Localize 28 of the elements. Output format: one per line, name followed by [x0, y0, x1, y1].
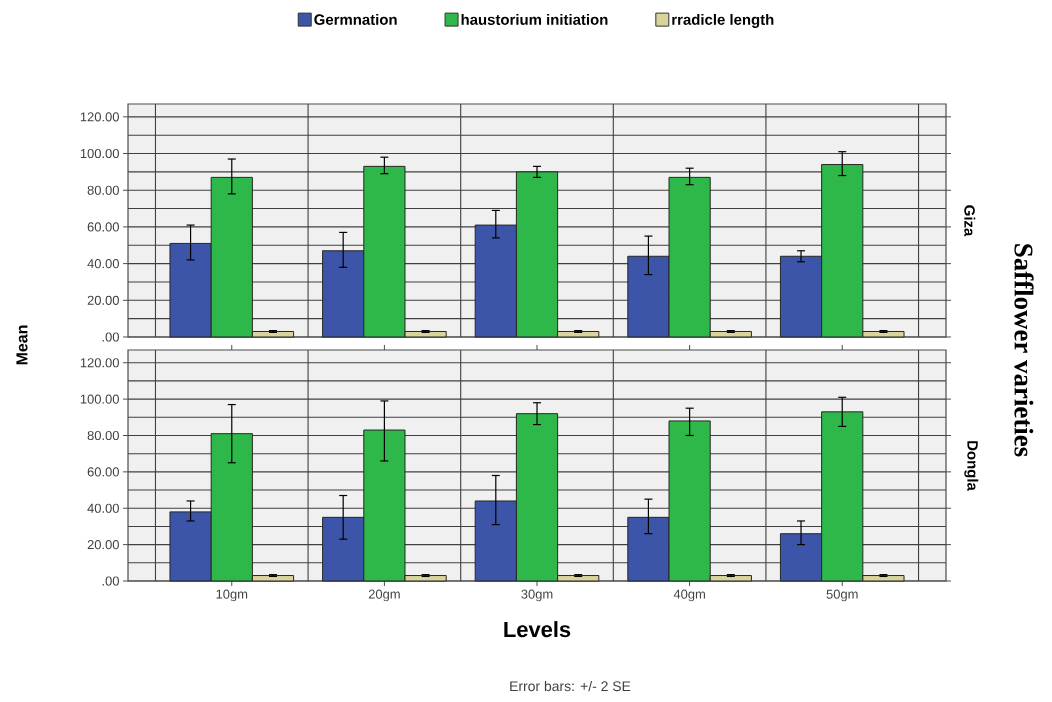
x-tick-label: 10gm [216, 589, 248, 602]
text: Error bars: +/- 2 SE [510, 680, 631, 692]
x-tick-label: 20gm [368, 589, 400, 602]
y-tick-label: 100.00 [80, 148, 119, 159]
legend-label: rradicle length [672, 13, 774, 28]
y-tick-label: 120.00 [80, 112, 119, 122]
y-tick-label: 80.00 [87, 430, 119, 441]
text: Safflower varieties [1014, 244, 1034, 457]
y-tick-label: 40.00 [87, 259, 119, 269]
y-tick-label: 100.00 [80, 394, 119, 404]
y-tick-label: 60.00 [87, 467, 119, 477]
legend-label: Germnation [314, 13, 397, 25]
y-tick-label: 40.00 [87, 503, 119, 513]
x-tick-label: 40gm [673, 589, 705, 602]
y-tick-label: 20.00 [87, 295, 119, 305]
y-tick-label: .00 [102, 576, 119, 586]
y2-axis-title: Giza [964, 205, 976, 237]
y-axis-title: Mean [16, 325, 28, 365]
y-tick-label: 80.00 [87, 185, 119, 195]
legend-label: haustorium initiation [461, 13, 608, 25]
y-tick-label: 20.00 [87, 540, 119, 550]
y-tick-label: 60.00 [87, 222, 119, 232]
x-tick-label: 30gm [521, 589, 553, 602]
x-tick-label: 50gm [826, 589, 858, 602]
x-axis-title: Levels [504, 621, 571, 638]
y-tick-label: 120.00 [80, 358, 119, 368]
y-tick-label: .00 [102, 332, 119, 342]
y2-axis-title: Dongla [964, 441, 979, 491]
